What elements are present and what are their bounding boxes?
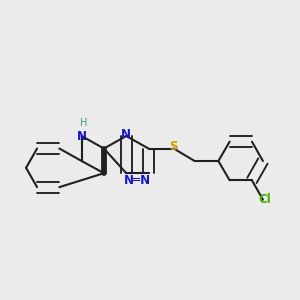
- Text: N: N: [121, 128, 131, 141]
- Text: N: N: [76, 130, 87, 142]
- Text: N═N: N═N: [124, 174, 151, 188]
- Text: Cl: Cl: [258, 193, 271, 206]
- Text: S: S: [169, 140, 178, 153]
- Text: H: H: [80, 118, 88, 128]
